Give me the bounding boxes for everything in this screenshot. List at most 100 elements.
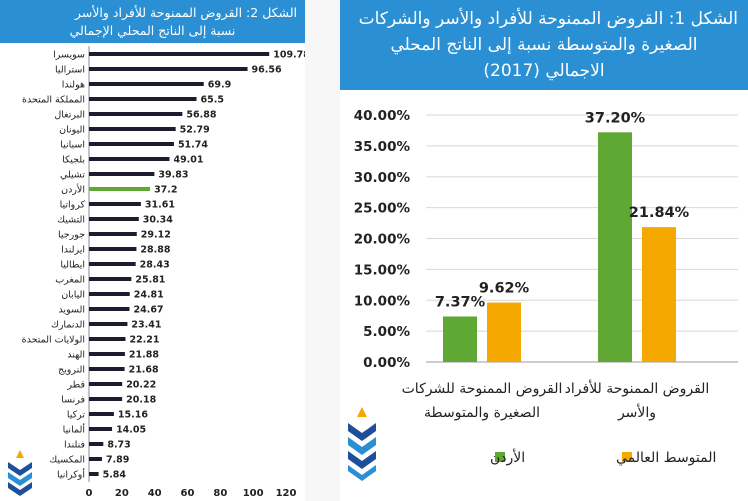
left-chart-value-label: 22.21 <box>129 335 159 346</box>
left-chart-value-label: 65.5 <box>201 95 224 106</box>
left-chart-bar <box>89 232 137 236</box>
right-chart-title-line2: الصغيرة والمتوسطة نسبة إلى الناتج المحلي <box>390 35 698 55</box>
left-chart-value-label: 51.74 <box>178 140 208 151</box>
left-chart-category-label: النرويج <box>58 365 85 376</box>
right-chart-data-label: 21.84% <box>629 205 690 221</box>
right-chart-legend-label: الأردن <box>490 448 525 466</box>
left-chart-category-label: تشيلي <box>60 170 85 181</box>
left-chart-value-label: 29.12 <box>141 230 171 241</box>
left-chart-x-tick-label: 80 <box>213 488 227 499</box>
left-chart-category-label: التشيك <box>57 215 85 226</box>
left-chart-title-line1: الشكل 2: القروض الممنوحة للأفراد والأسر <box>74 5 297 20</box>
left-chart-bar <box>89 217 139 221</box>
left-chart-bar <box>89 322 128 326</box>
right-chart-title-line1: الشكل 1: القروض الممنوحة للأفراد والأسر … <box>358 9 738 29</box>
left-chart-value-label: 39.83 <box>158 170 188 181</box>
left-chart-bar <box>89 52 270 56</box>
left-chart-value-label: 69.9 <box>208 80 231 91</box>
left-chart-value-label: 7.89 <box>106 455 129 466</box>
right-chart-bar <box>642 227 676 362</box>
left-chart-bar <box>89 442 104 446</box>
left-chart-bar <box>89 187 151 191</box>
right-chart-y-tick-label: 15.00% <box>354 262 411 278</box>
left-chart-value-label: 109.78 <box>273 50 305 61</box>
left-chart-bar <box>89 382 123 386</box>
left-chart-category-label: المكسيك <box>49 455 85 466</box>
logo-icon-right <box>348 407 376 481</box>
right-chart-bar <box>598 132 632 362</box>
right-chart-y-tick-label: 40.00% <box>354 108 411 124</box>
left-chart-value-label: 14.05 <box>116 425 146 436</box>
left-chart-x-tick-label: 0 <box>86 488 93 499</box>
left-chart-panel: الشكل 2: القروض الممنوحة للأفراد والأسر … <box>0 0 305 501</box>
left-chart-bar <box>89 202 141 206</box>
left-chart-category-label: أوكرانيا <box>57 468 85 481</box>
right-chart-category-label: والأسر <box>617 403 656 421</box>
left-chart-category-label: ايرلندا <box>61 245 85 256</box>
logo-icon-left <box>8 450 32 496</box>
right-chart-data-label: 7.37% <box>435 294 486 310</box>
left-chart-x-tick-label: 60 <box>181 488 195 499</box>
left-chart-category-label: المغرب <box>55 275 85 286</box>
left-chart-category-label: سويسرا <box>53 50 85 61</box>
left-chart-bar <box>89 307 130 311</box>
right-chart-y-tick-label: 30.00% <box>354 170 411 186</box>
left-chart-category-label: ألمانيا <box>63 423 86 436</box>
left-chart-bar <box>89 412 114 416</box>
left-chart-category-label: قطر <box>66 380 85 391</box>
left-chart-category-label: فرنسا <box>61 395 85 406</box>
left-chart-category-label: استراليا <box>55 65 85 76</box>
right-chart-y-tick-label: 20.00% <box>354 232 411 248</box>
left-chart-value-label: 56.88 <box>186 110 216 121</box>
left-chart-value-label: 37.2 <box>154 185 177 196</box>
left-chart-value-label: 5.84 <box>103 470 127 481</box>
left-chart-category-label: اليابان <box>61 290 85 301</box>
left-chart-category-label: الأردن <box>61 184 85 196</box>
left-chart-category-label: تركيا <box>67 410 86 421</box>
left-chart-bar <box>89 337 126 341</box>
left-chart-category-label: ايطاليا <box>60 260 85 271</box>
left-chart-value-label: 20.18 <box>126 395 156 406</box>
left-chart-category-label: الولايات المتحدة <box>22 335 85 346</box>
left-chart-value-label: 31.61 <box>145 200 175 211</box>
left-chart-category-label: فنلندا <box>64 440 85 451</box>
left-chart-value-label: 8.73 <box>107 440 130 451</box>
left-chart-bar <box>89 172 155 176</box>
left-chart-value-label: 24.67 <box>133 305 163 316</box>
left-chart-x-tick-label: 20 <box>115 488 129 499</box>
left-chart-category-label: جورجيا <box>58 230 85 241</box>
left-chart-x-tick-label: 120 <box>276 488 297 499</box>
right-chart-legend-swatch <box>622 452 632 462</box>
left-chart-value-label: 49.01 <box>173 155 203 166</box>
right-chart-bar <box>443 316 477 362</box>
left-chart-value-label: 24.81 <box>134 290 164 301</box>
right-chart-category-label: الصغيرة والمتوسطة <box>424 405 540 421</box>
left-chart-category-label: الهند <box>67 350 85 361</box>
left-chart-bar <box>89 112 183 116</box>
right-chart-y-tick-label: 35.00% <box>354 139 411 155</box>
left-chart-bar <box>89 247 137 251</box>
right-chart-svg: 0.00% 5.00% 10.00% 15.00% 20.00% 25.00% 30.00%… <box>354 108 738 466</box>
left-chart-category-label: الدنمارك <box>51 320 85 331</box>
left-chart-value-label: 23.41 <box>131 320 161 331</box>
left-chart-value-label: 28.43 <box>140 260 170 271</box>
left-chart-value-label: 96.56 <box>252 65 282 76</box>
left-chart-category-label: البرتغال <box>54 110 85 121</box>
right-chart-legend-swatch <box>495 452 505 462</box>
left-chart-bar <box>89 277 132 281</box>
left-chart-bar <box>89 397 123 401</box>
panel-gap <box>305 0 340 501</box>
left-chart-bar <box>89 472 99 476</box>
left-chart-value-label: 52.79 <box>180 125 210 136</box>
left-chart-bar <box>89 427 113 431</box>
left-chart-value-label: 20.22 <box>126 380 156 391</box>
left-chart-value-label: 21.88 <box>129 350 159 361</box>
left-chart-bar <box>89 262 136 266</box>
left-chart-bar <box>89 82 204 86</box>
right-chart-title-line3: الاجمالي (2017) <box>483 61 605 81</box>
right-chart-legend-label: المتوسط العالمي <box>616 450 716 466</box>
right-chart-y-tick-label: 0.00% <box>363 355 410 371</box>
right-chart-data-label: 37.20% <box>585 110 646 126</box>
left-chart-category-label: هولندا <box>62 80 85 91</box>
right-chart-bar <box>487 302 521 362</box>
